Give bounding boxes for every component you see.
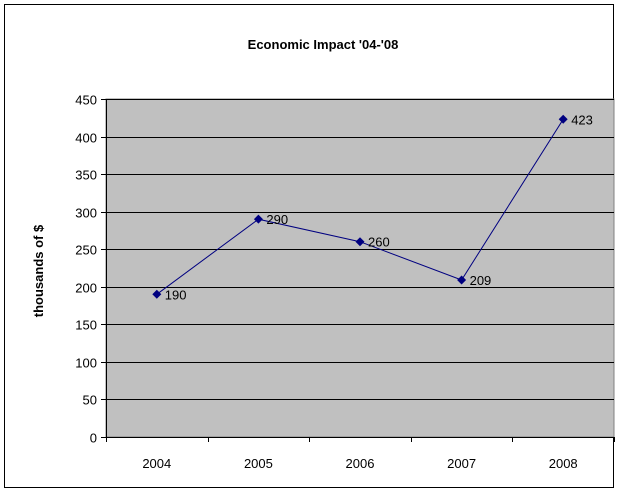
x-tick-label-2007: 2007	[447, 456, 476, 471]
chart-title: Economic Impact '04-'08	[248, 37, 399, 52]
y-tick-label-150: 150	[75, 318, 97, 333]
x-tick-label-2008: 2008	[549, 456, 578, 471]
y-tick-label-50: 50	[83, 393, 97, 408]
y-tick-label-200: 200	[75, 281, 97, 296]
y-tick-label-350: 350	[75, 168, 97, 183]
data-label-2006: 260	[368, 235, 390, 250]
data-point-2007	[457, 275, 467, 285]
data-label-2004: 190	[165, 287, 187, 302]
data-label-2008: 423	[571, 112, 593, 127]
y-axis-label: thousands of $	[31, 224, 46, 317]
y-tick-label-400: 400	[75, 131, 97, 146]
y-tick-label-100: 100	[75, 356, 97, 371]
data-point-2006	[355, 237, 365, 247]
plot-area: 0 50 100 150 200 250 300 350 400 450 2004 2005 2006 2…	[75, 93, 615, 471]
y-tick-label-300: 300	[75, 206, 97, 221]
data-point-2004	[152, 289, 162, 299]
y-tick-label-450: 450	[75, 93, 97, 108]
y-tick-label-250: 250	[75, 243, 97, 258]
x-tick-label-2006: 2006	[346, 456, 375, 471]
x-tick-label-2005: 2005	[244, 456, 273, 471]
data-label-2007: 209	[470, 273, 492, 288]
plot-background	[105, 98, 615, 438]
data-point-2005	[253, 214, 263, 224]
data-point-2008	[558, 114, 568, 124]
y-tick-label-0: 0	[90, 431, 97, 446]
data-label-2005: 290	[266, 212, 288, 227]
x-tick-label-2004: 2004	[142, 456, 171, 471]
